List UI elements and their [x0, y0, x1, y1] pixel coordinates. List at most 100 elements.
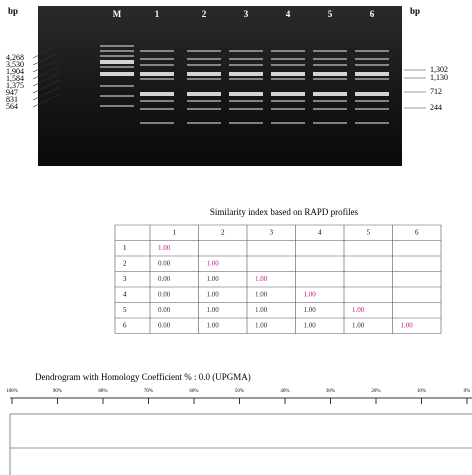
- band: [271, 108, 305, 110]
- band: [140, 64, 174, 66]
- lane-label: 3: [244, 9, 249, 19]
- column-header: 4: [318, 228, 322, 236]
- scale-label: 90%: [53, 389, 62, 394]
- band: [187, 50, 221, 52]
- marker-label: 1,130: [430, 73, 448, 82]
- marker-label: 244: [430, 103, 442, 112]
- band: [271, 122, 305, 124]
- band: [271, 78, 305, 80]
- scale-label: 0%: [464, 389, 471, 394]
- band: [313, 64, 347, 66]
- band: [271, 100, 305, 102]
- band: [140, 100, 174, 102]
- table-title: Similarity index based on RAPD profiles: [210, 207, 359, 217]
- band: [229, 122, 263, 124]
- marker-label: 712: [430, 87, 442, 96]
- column-header: 6: [415, 228, 419, 236]
- unit-label: bp: [410, 6, 420, 16]
- table-cell: 1.00: [255, 321, 268, 329]
- table-cell: 0.00: [158, 321, 171, 329]
- scale-label: 70%: [144, 389, 153, 394]
- band: [355, 108, 389, 110]
- lane-label: M: [113, 9, 122, 19]
- table-cell: 1.00: [207, 275, 220, 283]
- band: [355, 72, 389, 76]
- band: [355, 92, 389, 96]
- band: [313, 92, 347, 96]
- figure: bpbpM1234564,2683,5301,9041,5841,3759478…: [0, 0, 472, 475]
- table-cell: 0.00: [158, 275, 171, 283]
- band: [100, 60, 134, 64]
- band: [100, 45, 134, 47]
- table-cell: 1.00: [207, 290, 220, 298]
- scale-label: 60%: [189, 389, 198, 394]
- scale-label: 20%: [371, 389, 380, 394]
- band: [313, 108, 347, 110]
- band: [313, 78, 347, 80]
- lane-label: 4: [286, 9, 291, 19]
- band: [229, 50, 263, 52]
- band: [313, 100, 347, 102]
- table-cell: 1.00: [207, 321, 220, 329]
- table-cell: 1.00: [255, 290, 268, 298]
- unit-label: bp: [8, 6, 18, 16]
- band: [140, 108, 174, 110]
- band: [187, 78, 221, 80]
- row-header: 1: [123, 244, 127, 252]
- column-header: 1: [173, 228, 177, 236]
- band: [140, 92, 174, 96]
- table-cell: 1.00: [207, 259, 220, 267]
- column-header: 5: [367, 228, 371, 236]
- scale-label: 30%: [326, 389, 335, 394]
- row-header: 6: [123, 321, 127, 329]
- scale-label: 10%: [417, 389, 426, 394]
- table-cell: 0.00: [158, 259, 171, 267]
- band: [229, 100, 263, 102]
- band: [100, 95, 134, 97]
- band: [187, 122, 221, 124]
- gel-image: [38, 6, 402, 166]
- band: [271, 92, 305, 96]
- band: [229, 108, 263, 110]
- lane-label: 2: [202, 9, 207, 19]
- band: [271, 58, 305, 60]
- band: [355, 100, 389, 102]
- dendrogram: Dendrogram with Homology Coefficient % :…: [6, 372, 472, 475]
- band: [271, 72, 305, 76]
- band: [313, 72, 347, 76]
- table-cell: 1.00: [255, 275, 268, 283]
- dendrogram-title: Dendrogram with Homology Coefficient % :…: [35, 372, 251, 382]
- band: [100, 50, 134, 52]
- band: [140, 72, 174, 76]
- band: [100, 85, 134, 87]
- row-header: 4: [123, 290, 127, 298]
- lane-label: 6: [370, 9, 375, 19]
- row-header: 2: [123, 259, 127, 267]
- table-cell: 1.00: [255, 306, 268, 314]
- similarity-table: Similarity index based on RAPD profiles 1…: [115, 207, 441, 333]
- scale-label: 100%: [6, 389, 18, 394]
- scale-label: 80%: [98, 389, 107, 394]
- dendrogram-frame: [10, 414, 472, 475]
- table-cell: 1.00: [304, 290, 317, 298]
- row-header: 3: [123, 275, 127, 283]
- band: [100, 72, 134, 76]
- band: [140, 78, 174, 80]
- band: [229, 58, 263, 60]
- band: [100, 55, 134, 57]
- band: [313, 122, 347, 124]
- table-cell: 1.00: [401, 321, 414, 329]
- band: [313, 50, 347, 52]
- table-cell: 1.00: [352, 321, 365, 329]
- band: [187, 72, 221, 76]
- table-cell: 0.00: [158, 306, 171, 314]
- band: [355, 58, 389, 60]
- band: [229, 64, 263, 66]
- band: [187, 64, 221, 66]
- lane-label: 5: [328, 9, 333, 19]
- band: [187, 58, 221, 60]
- band: [229, 78, 263, 80]
- band: [140, 58, 174, 60]
- column-header: 2: [221, 228, 225, 236]
- scale-label: 50%: [235, 389, 244, 394]
